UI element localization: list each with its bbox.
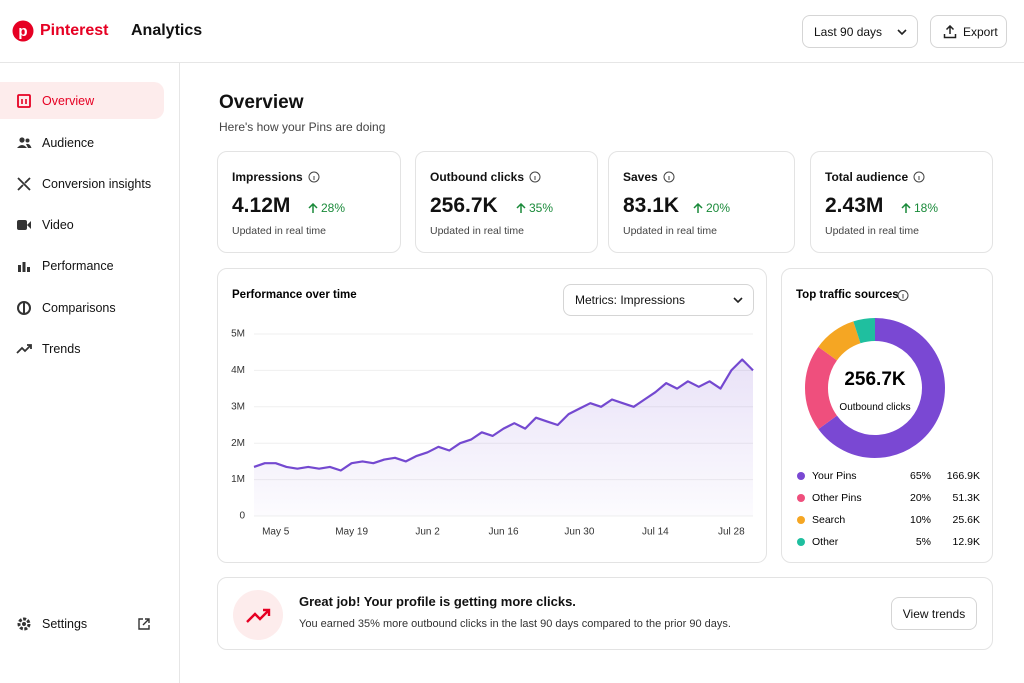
- settings-icon: [17, 617, 31, 631]
- nav-text: Audience: [42, 136, 95, 150]
- app-title: Analytics: [131, 22, 203, 39]
- banner: Great job! Your profile is getting more …: [217, 577, 993, 650]
- kpi-label-row: Outbound clicks: [430, 170, 541, 184]
- nav-icon: [17, 177, 31, 191]
- header: [0, 0, 1024, 63]
- button-text: View trends: [902, 606, 966, 621]
- export-icon: [943, 24, 957, 38]
- kpi-change: 35%: [529, 201, 554, 215]
- brand: Pinterest: [40, 22, 109, 39]
- kpi-change-row: 20%: [693, 201, 730, 215]
- kpi-value: 83.1K: [623, 194, 680, 217]
- kpi-change-row: 35%: [516, 201, 553, 215]
- kpi-label-row: Total audience: [825, 170, 925, 184]
- kpi-card: Saves 83.1K 20% Updated in real time: [608, 151, 795, 253]
- nav-icon: [16, 344, 32, 354]
- nav-item[interactable]: Overview: [16, 93, 94, 109]
- range-select[interactable]: Last 90 days: [802, 15, 918, 48]
- nav-text: Trends: [42, 342, 81, 356]
- nav-item[interactable]: Trends: [16, 341, 80, 357]
- nav-item[interactable]: Audience: [16, 135, 94, 151]
- nav-icon: [18, 262, 30, 272]
- nav-text: Comparisons: [42, 301, 116, 315]
- trend-icon: [233, 590, 283, 640]
- active-nav-bg: [0, 82, 164, 119]
- up-arrow: [901, 202, 911, 213]
- chevron: [733, 297, 743, 304]
- nav-text: Conversion insights: [42, 177, 152, 191]
- kpi-note: Updated in real time: [623, 225, 717, 237]
- kpi-note: Updated in real time: [430, 225, 524, 237]
- kpi-card: Impressions 4.12M 28% Updated in real ti…: [217, 151, 401, 253]
- nav-text: Performance: [42, 259, 114, 273]
- info-icon: [308, 171, 320, 183]
- nav-icon: [17, 301, 31, 315]
- kpi-label-row: Saves: [623, 170, 675, 184]
- kpi-change-row: 18%: [901, 201, 938, 215]
- kpi-label-row: Impressions: [232, 170, 320, 184]
- traffic-card: [781, 268, 993, 563]
- kpi-change: 20%: [706, 201, 731, 215]
- nav-item[interactable]: Conversion insights: [16, 176, 151, 192]
- kpi-value: 2.43M: [825, 194, 884, 217]
- nav-text: Video: [42, 218, 74, 232]
- export-button[interactable]: Export: [930, 15, 1007, 48]
- info-icon: [913, 171, 925, 183]
- kpi-label: Total audience: [825, 170, 909, 184]
- info-icon: [663, 171, 675, 183]
- external-link-icon[interactable]: [137, 617, 151, 631]
- nav-text: Settings: [42, 617, 88, 631]
- kpi-card: Total audience 2.43M 18% Updated in real…: [810, 151, 993, 253]
- nav-item[interactable]: Performance: [16, 258, 114, 274]
- kpi-value: 4.12M: [232, 194, 291, 217]
- banner-title: Great job! Your profile is getting more …: [299, 594, 576, 609]
- kpi-value: 256.7K: [430, 194, 498, 217]
- nav-item[interactable]: Comparisons: [16, 300, 116, 316]
- kpi-change-row: 28%: [308, 201, 345, 215]
- settings-item[interactable]: Settings: [16, 616, 87, 632]
- kpi-note: Updated in real time: [232, 225, 326, 237]
- nav-text: Overview: [42, 94, 95, 108]
- nav-item[interactable]: Video: [16, 217, 74, 233]
- chevron: [897, 28, 907, 35]
- kpi-change: 28%: [321, 201, 346, 215]
- metric-select-text: Metrics: Impressions: [575, 293, 686, 307]
- up-arrow: [308, 202, 318, 213]
- kpi-card: Outbound clicks 256.7K 35% Updated in re…: [415, 151, 598, 253]
- nav-icon: [17, 220, 31, 230]
- nav-icon: [17, 137, 32, 148]
- view-trends-button[interactable]: View trends: [891, 597, 977, 630]
- page-subtitle: Here's how your Pins are doing: [219, 120, 386, 134]
- page-title: Overview: [219, 92, 304, 113]
- kpi-label: Outbound clicks: [430, 170, 525, 184]
- sidebar-divider: [179, 62, 180, 683]
- logo: p: [12, 20, 34, 42]
- metric-select[interactable]: Metrics: Impressions: [563, 284, 754, 316]
- up-arrow: [693, 202, 703, 213]
- up-arrow: [516, 202, 526, 213]
- export-text: Export: [963, 24, 998, 39]
- kpi-change: 18%: [914, 201, 939, 215]
- range-select-text: Last 90 days: [814, 24, 883, 39]
- kpi-label: Saves: [623, 170, 658, 184]
- banner-text: You earned 35% more outbound clicks in t…: [299, 618, 731, 630]
- kpi-note: Updated in real time: [825, 225, 919, 237]
- svg-text:p: p: [18, 23, 27, 40]
- info-icon: [529, 171, 541, 183]
- nav-icon: [17, 94, 31, 108]
- kpi-label: Impressions: [232, 170, 303, 184]
